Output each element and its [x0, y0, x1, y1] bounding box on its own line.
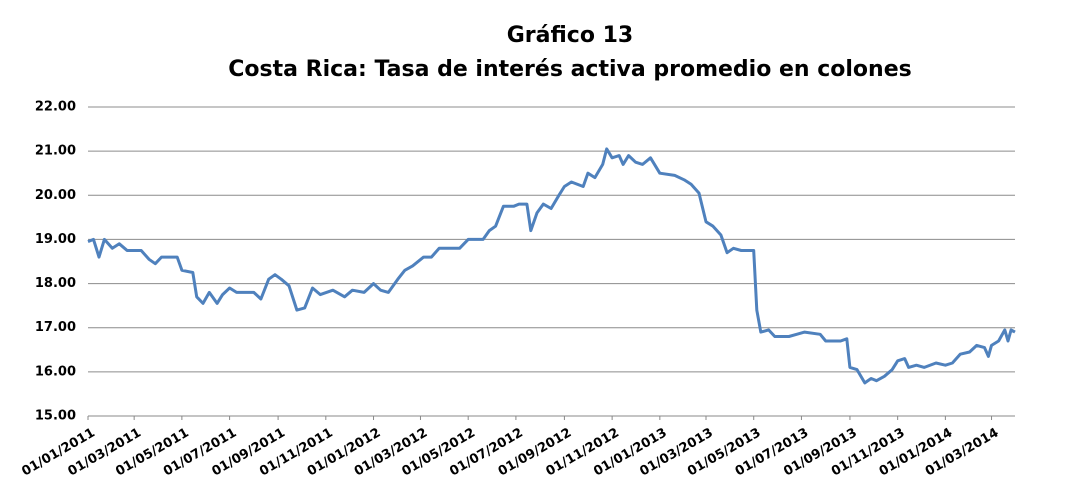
y-tick-label: 15.00 [35, 409, 76, 424]
y-tick-label: 20.00 [35, 188, 76, 203]
y-tick-label: 17.00 [35, 320, 76, 335]
y-tick-label: 19.00 [35, 232, 76, 247]
y-tick-label: 18.00 [35, 276, 76, 291]
y-tick-label: 21.00 [35, 144, 76, 159]
chart-subtitle: Costa Rica: Tasa de interés activa prome… [228, 57, 911, 82]
data-line [87, 147, 1016, 385]
y-tick-label: 16.00 [35, 364, 76, 379]
chart-title: Gráfico 13 [507, 23, 634, 48]
y-tick-label: 22.00 [35, 100, 76, 115]
